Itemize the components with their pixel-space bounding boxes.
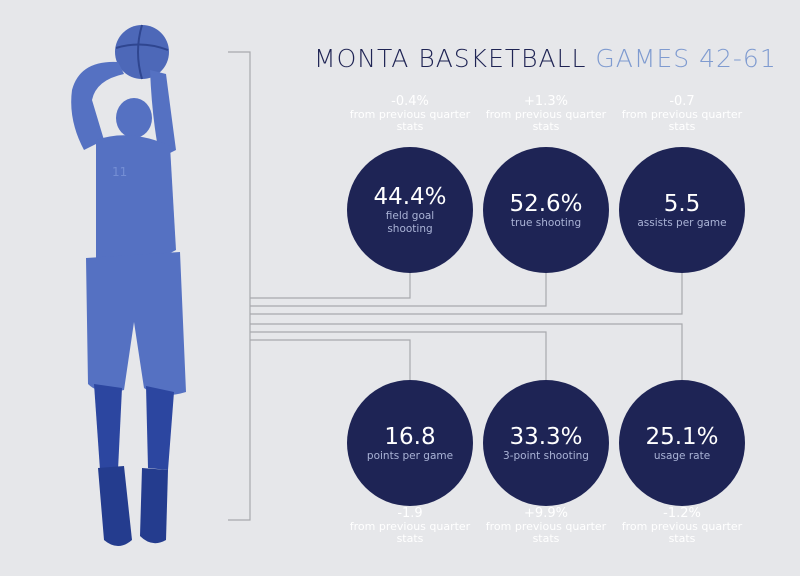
delta-value: -0.4% xyxy=(391,94,429,109)
stat-delta-3pt: +9.9% from previous quarter stats xyxy=(481,506,611,545)
stat-label: 3-point shooting xyxy=(503,449,589,462)
player-image: 11 xyxy=(71,24,186,546)
stat-delta-usg: -1.2% from previous quarter stats xyxy=(617,506,747,545)
delta-note: from previous quarter stats xyxy=(349,108,471,133)
title-games: GAMES 42-61 xyxy=(595,44,777,73)
stat-label: points per game xyxy=(366,449,454,462)
stat-circle-three-point: 33.3% 3-point shooting xyxy=(483,380,609,506)
stat-label: assists per game xyxy=(637,216,727,229)
delta-value: -1.9 xyxy=(397,506,423,521)
svg-text:11: 11 xyxy=(112,165,127,179)
stat-label: usage rate xyxy=(653,449,711,462)
stat-value: 5.5 xyxy=(663,190,701,217)
stat-circle-field-goal: 44.4% field goal shooting xyxy=(347,147,473,273)
delta-note: from previous quarter stats xyxy=(485,520,607,545)
title-player: MONTA BASKETBALL xyxy=(314,44,587,73)
stat-label: field goal shooting xyxy=(385,210,435,235)
stat-circle-true-shooting: 52.6% true shooting xyxy=(483,147,609,273)
stat-value: 16.8 xyxy=(384,423,436,450)
stat-delta-fg: -0.4% from previous quarter stats xyxy=(345,94,475,133)
delta-note: from previous quarter stats xyxy=(349,520,471,545)
stat-delta-pts: -1.9 from previous quarter stats xyxy=(345,506,475,545)
stat-circle-usage: 25.1% usage rate xyxy=(619,380,745,506)
stat-value: 52.6% xyxy=(509,190,583,217)
stat-value: 25.1% xyxy=(645,423,719,450)
stat-delta-ast: -0.7 from previous quarter stats xyxy=(617,94,747,133)
basketball-icon xyxy=(115,25,169,79)
delta-note: from previous quarter stats xyxy=(621,108,743,133)
stat-label: true shooting xyxy=(510,216,582,229)
delta-value: +9.9% xyxy=(524,506,568,521)
page-title: MONTA BASKETBALL GAMES 42-61 xyxy=(314,44,777,73)
stat-value: 33.3% xyxy=(509,423,583,450)
delta-value: +1.3% xyxy=(524,94,568,109)
delta-note: from previous quarter stats xyxy=(621,520,743,545)
delta-value: -1.2% xyxy=(663,506,701,521)
delta-value: -0.7 xyxy=(669,94,695,109)
delta-note: from previous quarter stats xyxy=(485,108,607,133)
stat-delta-ts: +1.3% from previous quarter stats xyxy=(481,94,611,133)
stat-circle-points: 16.8 points per game xyxy=(347,380,473,506)
stat-value: 44.4% xyxy=(373,184,447,210)
stat-circle-assists: 5.5 assists per game xyxy=(619,147,745,273)
